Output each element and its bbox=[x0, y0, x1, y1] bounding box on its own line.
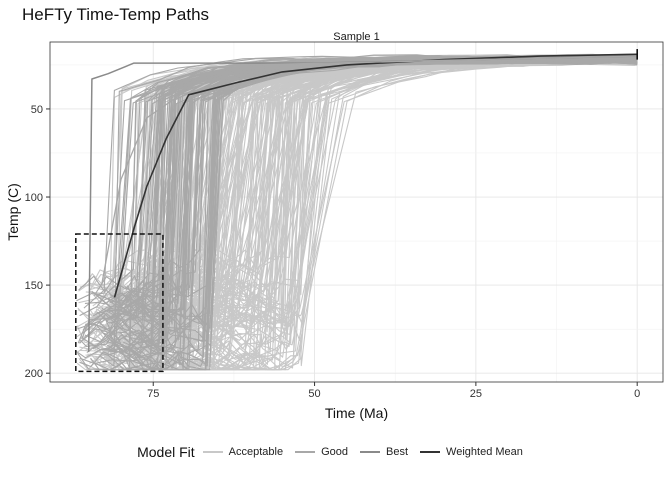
legend-label-weighted-mean: Weighted Mean bbox=[446, 446, 523, 458]
facet-strip bbox=[50, 30, 663, 42]
x-tick-label: 75 bbox=[147, 388, 159, 400]
legend-key-good bbox=[295, 451, 316, 453]
y-tick-label: 100 bbox=[25, 192, 43, 204]
good-path bbox=[77, 54, 638, 344]
constraint-box bbox=[75, 233, 164, 373]
legend-label-acceptable: Acceptable bbox=[228, 446, 284, 458]
legend-item-acceptable: Acceptable bbox=[202, 446, 284, 458]
chart-title: HeFTy Time-Temp Paths bbox=[22, 5, 210, 24]
legend-title: Model Fit bbox=[137, 444, 195, 460]
legend-item-good: Good bbox=[295, 446, 348, 458]
facet-label: Sample 1 bbox=[333, 31, 379, 43]
legend: Model Fit Acceptable Good Best Weighted … bbox=[0, 444, 672, 460]
y-tick-label: 150 bbox=[25, 280, 43, 292]
x-tick-label: 0 bbox=[634, 388, 640, 400]
weighted-mean-line bbox=[113, 53, 638, 298]
legend-key-weighted-mean bbox=[420, 451, 441, 453]
legend-key-best bbox=[360, 451, 381, 453]
x-tick-label: 25 bbox=[470, 388, 482, 400]
good-path bbox=[127, 55, 638, 350]
legend-item-best: Best bbox=[360, 446, 408, 458]
x-axis-label: Time (Ma) bbox=[325, 405, 388, 421]
legend-key-acceptable bbox=[202, 451, 223, 453]
legend-label-good: Good bbox=[321, 446, 349, 458]
y-tick-label: 50 bbox=[31, 104, 43, 116]
good-highlight-line bbox=[100, 55, 638, 286]
y-tick-label: 200 bbox=[25, 368, 43, 380]
x-tick-label: 50 bbox=[308, 388, 320, 400]
legend-item-weighted-mean: Weighted Mean bbox=[420, 446, 523, 458]
legend-label-best: Best bbox=[386, 446, 409, 458]
panel-border bbox=[49, 41, 664, 383]
y-axis-label: Temp (C) bbox=[5, 183, 21, 241]
time-temp-chart: Sample 1 75 50 25 0 50 100 150 200 Time (Ma) Temp … bbox=[5, 30, 664, 421]
